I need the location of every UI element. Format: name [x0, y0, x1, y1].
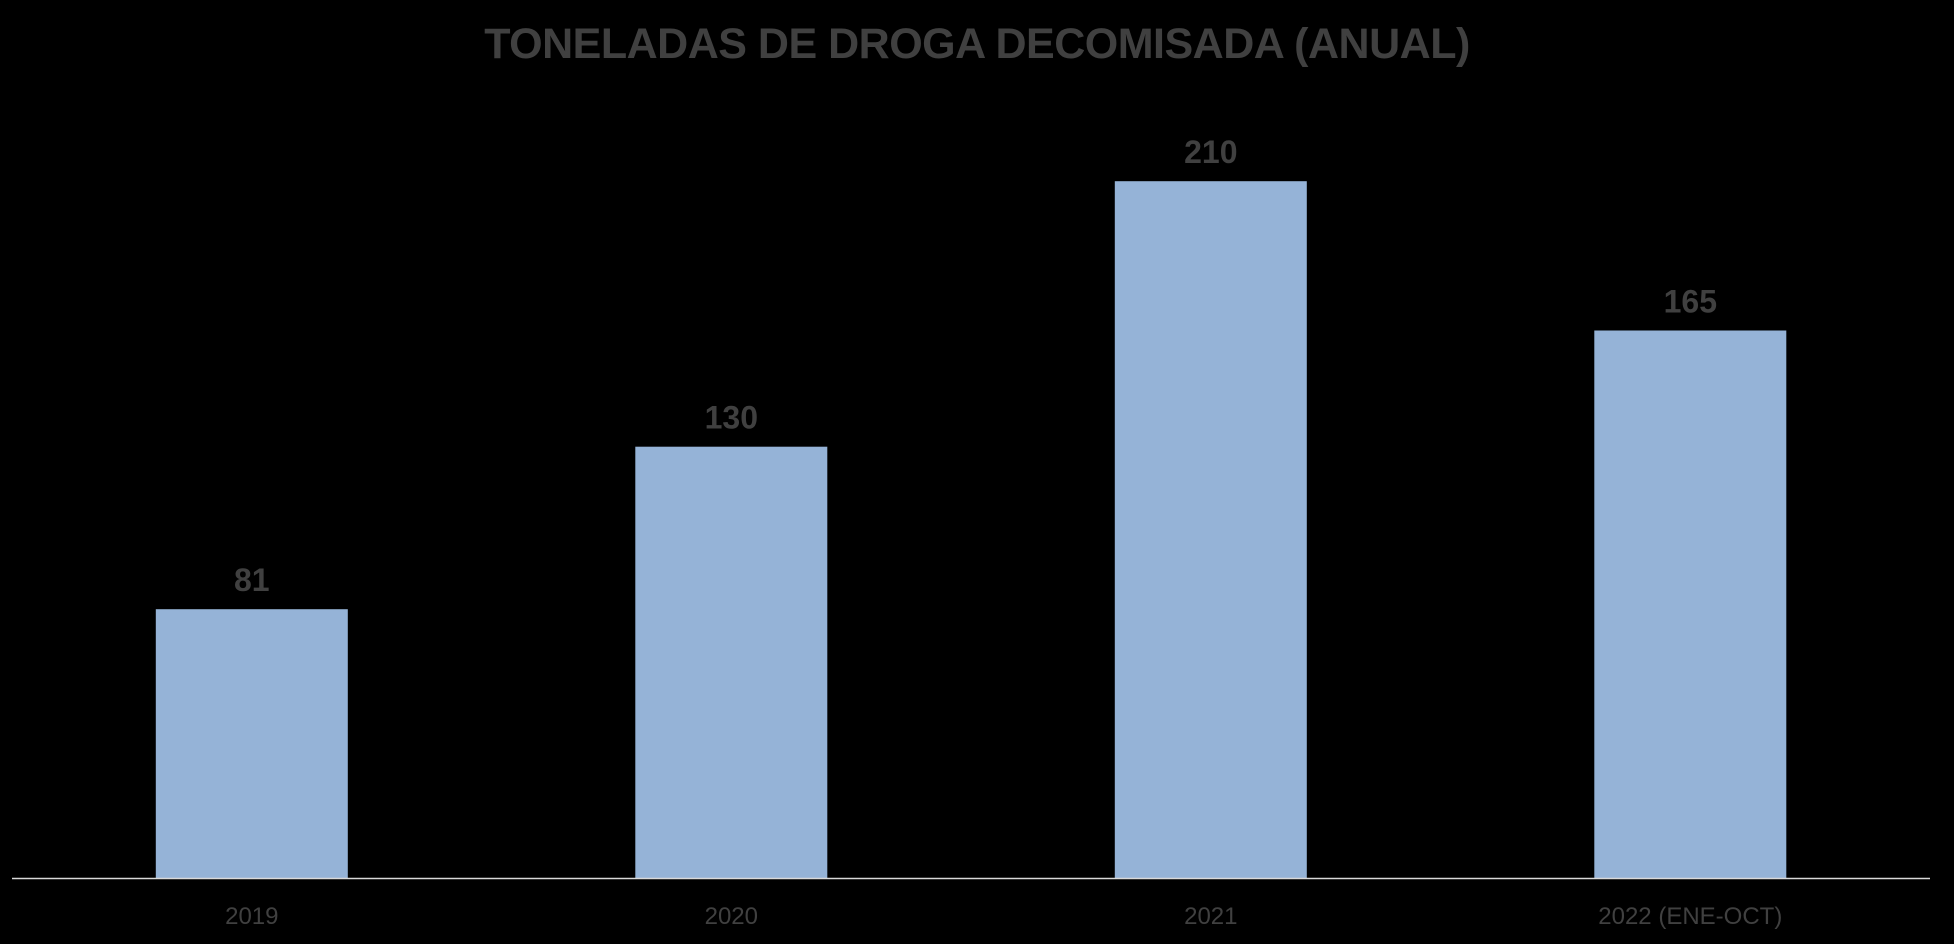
bar-2019 [155, 609, 348, 878]
chart-title: TONELADAS DE DROGA DECOMISADA (ANUAL) [484, 20, 1470, 68]
bar-2022 [1594, 330, 1787, 878]
x-tick-label: 2020 [705, 903, 758, 930]
bars-group [155, 181, 1787, 878]
data-label: 165 [1664, 284, 1717, 320]
x-tick-label: 2019 [225, 903, 278, 930]
x-tick-label: 2022 (ENE-OCT) [1598, 903, 1782, 930]
data-label: 81 [234, 562, 270, 598]
data-label: 130 [705, 400, 758, 436]
bar-2020 [635, 446, 828, 878]
x-tick-label: 2021 [1184, 903, 1237, 930]
bar-2021 [1114, 181, 1307, 878]
category-labels-group: 2019 2020 2021 2022 (ENE-OCT) [225, 903, 1782, 930]
value-labels-group: 81 130 210 165 [234, 134, 1717, 598]
data-label: 210 [1184, 134, 1237, 170]
